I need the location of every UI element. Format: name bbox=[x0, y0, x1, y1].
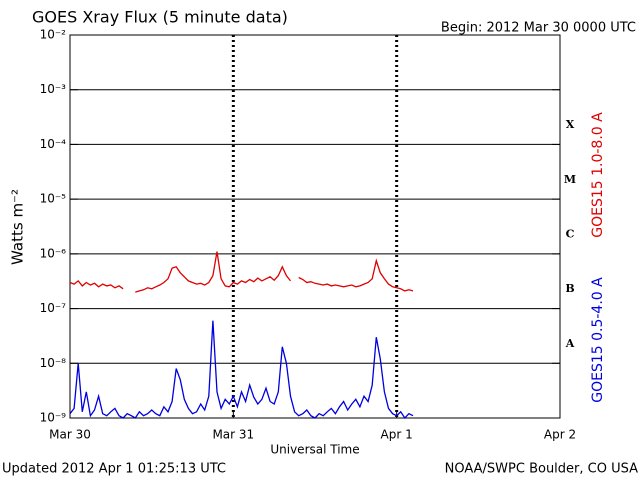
x-axis-label: Universal Time bbox=[270, 443, 359, 457]
flare-class-label: X bbox=[566, 118, 575, 131]
chart-title: GOES Xray Flux (5 minute data) bbox=[32, 8, 288, 27]
x-tick-label: Apr 2 bbox=[544, 428, 576, 442]
footer-left: Updated 2012 Apr 1 01:25:13 UTC bbox=[2, 462, 226, 477]
plot-frame bbox=[69, 34, 561, 419]
x-tick-label: Apr 1 bbox=[381, 428, 413, 442]
series-line bbox=[69, 320, 414, 420]
y-tick-label: 10⁻⁶ bbox=[40, 246, 67, 260]
y-tick-label: 10⁻⁸ bbox=[40, 356, 67, 370]
series-line bbox=[69, 251, 414, 293]
footer-right: NOAA/SWPC Boulder, CO USA bbox=[445, 462, 638, 477]
y-tick-label: 10⁻² bbox=[40, 28, 67, 42]
flare-class-label: M bbox=[564, 173, 576, 186]
y-tick-label: 10⁻⁵ bbox=[40, 192, 67, 206]
legend-entry: GOES15 1.0-8.0 A bbox=[590, 112, 606, 238]
flare-class-label: C bbox=[566, 228, 575, 241]
y-axis-label: Watts m⁻² bbox=[9, 189, 27, 265]
y-tick-label: 10⁻³ bbox=[40, 82, 67, 96]
flare-class-label: A bbox=[565, 337, 575, 350]
x-tick-label: Mar 30 bbox=[49, 428, 91, 442]
y-tick-label: 10⁻⁹ bbox=[40, 411, 67, 425]
x-tick-label: Mar 31 bbox=[212, 428, 254, 442]
flare-class-label: B bbox=[565, 282, 574, 295]
chart-subtitle: Begin: 2012 Mar 30 0000 UTC bbox=[441, 21, 636, 36]
y-tick-label: 10⁻⁴ bbox=[40, 137, 67, 151]
legend-entry: GOES15 0.5-4.0 A bbox=[590, 277, 606, 403]
y-tick-label: 10⁻⁷ bbox=[40, 301, 67, 315]
